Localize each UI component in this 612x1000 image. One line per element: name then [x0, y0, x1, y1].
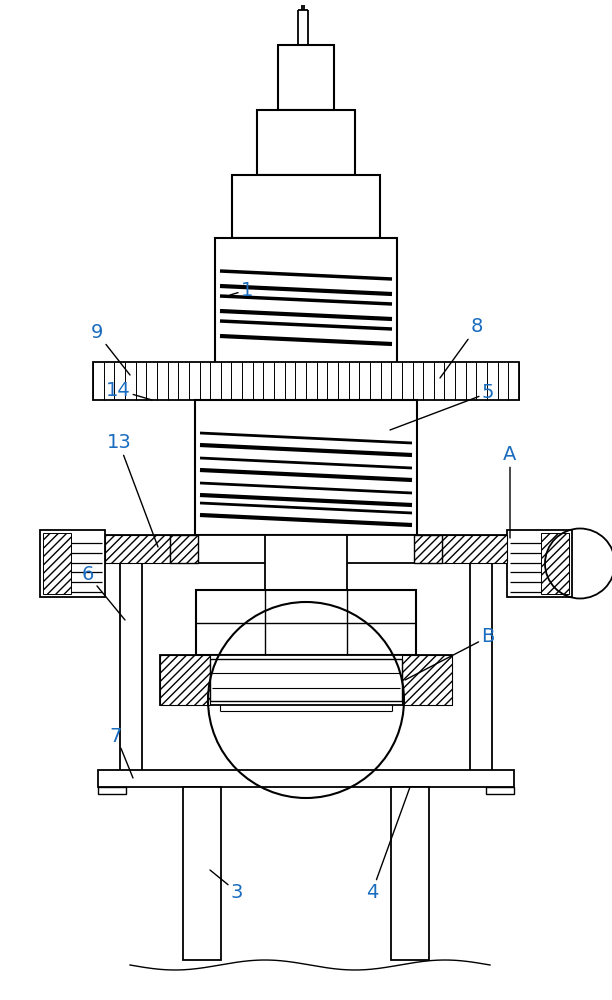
Bar	[541, 533, 569, 594]
Text: 14: 14	[106, 380, 152, 400]
Text: 3: 3	[210, 870, 243, 902]
Bar	[93, 362, 519, 400]
Bar	[160, 655, 210, 705]
Text: 13: 13	[106, 434, 158, 547]
Text: 8: 8	[440, 318, 483, 378]
Bar	[507, 530, 572, 597]
Bar	[470, 563, 492, 775]
Text: A: A	[503, 446, 517, 538]
Bar	[210, 659, 402, 701]
Text: 7: 7	[110, 726, 133, 778]
Bar	[40, 530, 105, 597]
Text: 1: 1	[230, 280, 253, 300]
Text: 9: 9	[91, 324, 130, 375]
Bar	[391, 787, 429, 960]
Bar	[414, 535, 442, 563]
Bar	[98, 787, 126, 794]
Bar	[196, 590, 416, 655]
Bar	[486, 787, 514, 794]
Bar	[257, 110, 355, 175]
Bar	[402, 655, 452, 705]
Bar	[105, 535, 170, 563]
Text: B: B	[405, 628, 494, 680]
Text: 4: 4	[366, 787, 410, 902]
Bar	[195, 400, 417, 535]
Bar	[232, 175, 380, 238]
Bar	[120, 563, 142, 775]
Bar	[105, 535, 507, 563]
Bar	[442, 535, 507, 563]
Text: 5: 5	[390, 383, 494, 430]
Bar	[265, 535, 347, 590]
Bar	[215, 238, 397, 365]
Text: 6: 6	[82, 566, 125, 620]
Bar	[160, 655, 452, 705]
Bar	[183, 787, 221, 960]
Bar	[278, 45, 334, 110]
Bar	[170, 535, 198, 563]
Bar	[43, 533, 71, 594]
Bar	[98, 770, 514, 787]
